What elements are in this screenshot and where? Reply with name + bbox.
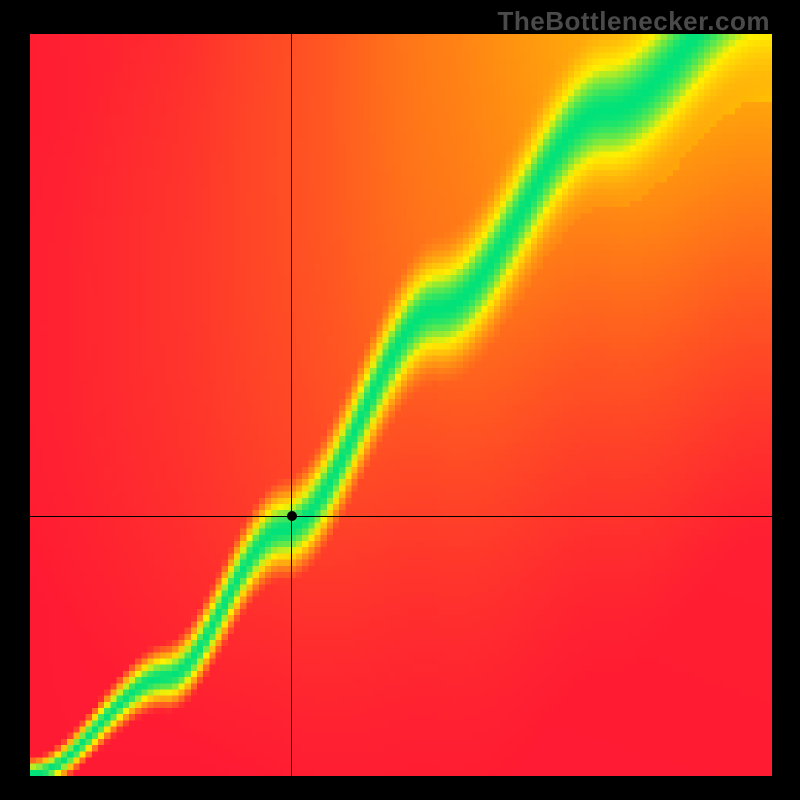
crosshair-v [291, 34, 292, 776]
bottleneck-heatmap [30, 34, 772, 776]
crosshair-marker [287, 511, 297, 521]
crosshair-h [30, 516, 772, 517]
watermark-text: TheBottlenecker.com [498, 6, 770, 37]
chart-frame: TheBottlenecker.com [0, 0, 800, 800]
